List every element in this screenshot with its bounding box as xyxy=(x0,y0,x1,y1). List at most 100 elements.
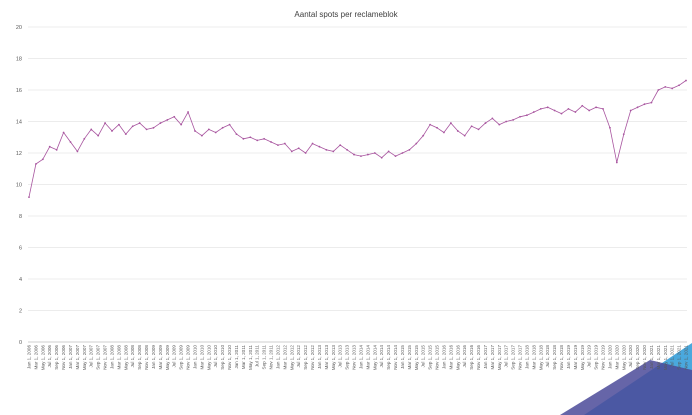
x-tick-label: Mar 1, 2007 xyxy=(75,345,80,370)
data-point xyxy=(304,152,307,154)
x-tick-label: May 1, 2019 xyxy=(580,345,585,371)
y-tick-label: 14 xyxy=(16,120,22,126)
x-tick-label: Sep 1, 2011 xyxy=(262,345,267,370)
data-point xyxy=(297,147,300,150)
data-point xyxy=(588,109,591,112)
x-tick-label: May 1, 2014 xyxy=(372,345,377,371)
data-point xyxy=(228,123,231,126)
data-point xyxy=(131,125,134,128)
data-point xyxy=(498,123,501,126)
data-point xyxy=(55,148,58,151)
x-tick-label: Nov 1, 2015 xyxy=(435,345,440,370)
data-point xyxy=(83,137,86,140)
x-tick-label: Nov 1, 2021 xyxy=(684,345,689,370)
x-tick-label: Jul 1, 2012 xyxy=(296,345,301,368)
x-tick-label: Jul 1, 2019 xyxy=(587,345,592,368)
data-point xyxy=(609,126,611,129)
x-tick-label: Sep 1, 2020 xyxy=(635,345,640,370)
data-point xyxy=(567,108,570,110)
data-point xyxy=(622,133,625,136)
x-axis-ticks: Jan 1, 2006 Mar 1, 2006 May 1, 2006 Jul 1, … xyxy=(27,345,689,371)
data-point xyxy=(512,119,515,121)
x-tick-label: Jan 1, 2014 xyxy=(358,345,363,369)
x-tick-label: Sep 1, 2008 xyxy=(137,345,142,370)
x-tick-label: Mar 1, 2018 xyxy=(531,345,536,370)
data-point xyxy=(532,111,535,113)
data-point xyxy=(48,145,51,148)
data-point xyxy=(76,150,79,153)
x-tick-label: Mar 1, 2015 xyxy=(407,345,412,370)
x-tick-label: Jan 1, 2019 xyxy=(566,345,571,369)
y-tick-label: 18 xyxy=(16,57,22,63)
x-tick-label: May 1, 2015 xyxy=(414,345,419,371)
x-tick-label: Nov 1, 2012 xyxy=(310,345,315,370)
data-point xyxy=(249,136,252,139)
x-tick-label: Sep 1, 2007 xyxy=(96,345,101,370)
x-tick-label: Sep 1, 2016 xyxy=(469,345,474,370)
data-point xyxy=(678,84,680,87)
data-point xyxy=(546,106,549,109)
data-point xyxy=(380,156,383,159)
y-tick-label: 20 xyxy=(16,25,22,31)
x-tick-label: Sep 1, 2006 xyxy=(54,345,59,370)
y-tick-label: 10 xyxy=(16,183,22,189)
x-tick-label: Nov 1, 2013 xyxy=(352,345,357,370)
x-tick-label: May 1, 2012 xyxy=(289,345,294,371)
data-point xyxy=(159,122,162,124)
data-point xyxy=(443,131,445,134)
x-tick-label: Nov 1, 2011 xyxy=(269,345,274,370)
x-tick-label: May 1, 2011 xyxy=(248,345,253,370)
x-tick-label: Sep 1, 2014 xyxy=(386,345,391,370)
x-tick-label: Jul 1, 2021 xyxy=(670,345,675,368)
data-point xyxy=(332,150,335,153)
x-tick-label: May 1, 2017 xyxy=(497,345,502,371)
data-point xyxy=(415,142,418,145)
data-point xyxy=(346,148,349,151)
x-tick-label: Jan 1, 2012 xyxy=(275,345,280,369)
x-tick-label: Mar 1, 2017 xyxy=(490,345,495,370)
data-point xyxy=(463,134,466,137)
data-point xyxy=(685,79,687,82)
data-point xyxy=(429,123,432,126)
x-tick-label: Sep 1, 2010 xyxy=(220,345,225,370)
x-tick-label: Jan 1, 2015 xyxy=(400,345,405,369)
y-tick-label: 16 xyxy=(16,88,22,94)
data-point xyxy=(408,148,411,151)
x-tick-label: May 1, 2016 xyxy=(455,345,460,371)
x-tick-label: Nov 1, 2019 xyxy=(601,345,606,370)
x-tick-label: Mar 1, 2014 xyxy=(365,345,370,370)
data-point xyxy=(138,122,141,124)
data-point xyxy=(360,155,362,158)
x-tick-label: Jan 1, 2008 xyxy=(109,345,114,369)
data-point xyxy=(145,128,148,131)
chart-title: Aantal spots per reclameblok xyxy=(294,10,398,19)
data-point xyxy=(664,85,667,88)
data-point xyxy=(118,123,120,126)
x-tick-label: Sep 1, 2017 xyxy=(511,345,516,370)
plot-area xyxy=(28,79,687,199)
y-tick-label: 0 xyxy=(19,340,22,346)
data-point xyxy=(124,133,127,136)
x-tick-label: Jul 1, 2018 xyxy=(545,345,550,368)
x-tick-label: Mar 1, 2010 xyxy=(199,345,204,370)
x-tick-label: Mar 1, 2013 xyxy=(324,345,329,370)
data-point xyxy=(339,144,342,147)
data-point xyxy=(477,128,480,131)
x-tick-label: Jan 1, 2006 xyxy=(27,345,32,369)
data-point xyxy=(456,130,459,132)
data-point xyxy=(69,141,72,143)
data-point xyxy=(615,161,618,164)
x-tick-label: Jul 1, 2009 xyxy=(172,345,177,368)
x-tick-label: Nov 1, 2018 xyxy=(559,345,564,370)
x-tick-label: Jan 1, 2018 xyxy=(524,345,529,369)
series-line xyxy=(28,80,687,198)
data-point xyxy=(207,128,210,131)
x-tick-label: May 1, 2006 xyxy=(40,345,45,371)
data-point xyxy=(111,130,113,132)
x-tick-label: Nov 1, 2014 xyxy=(393,345,398,370)
x-tick-label: Nov 1, 2016 xyxy=(476,345,481,370)
data-point xyxy=(353,153,355,156)
x-tick-label: Mar 1, 2021 xyxy=(656,345,661,370)
data-point xyxy=(152,126,155,129)
